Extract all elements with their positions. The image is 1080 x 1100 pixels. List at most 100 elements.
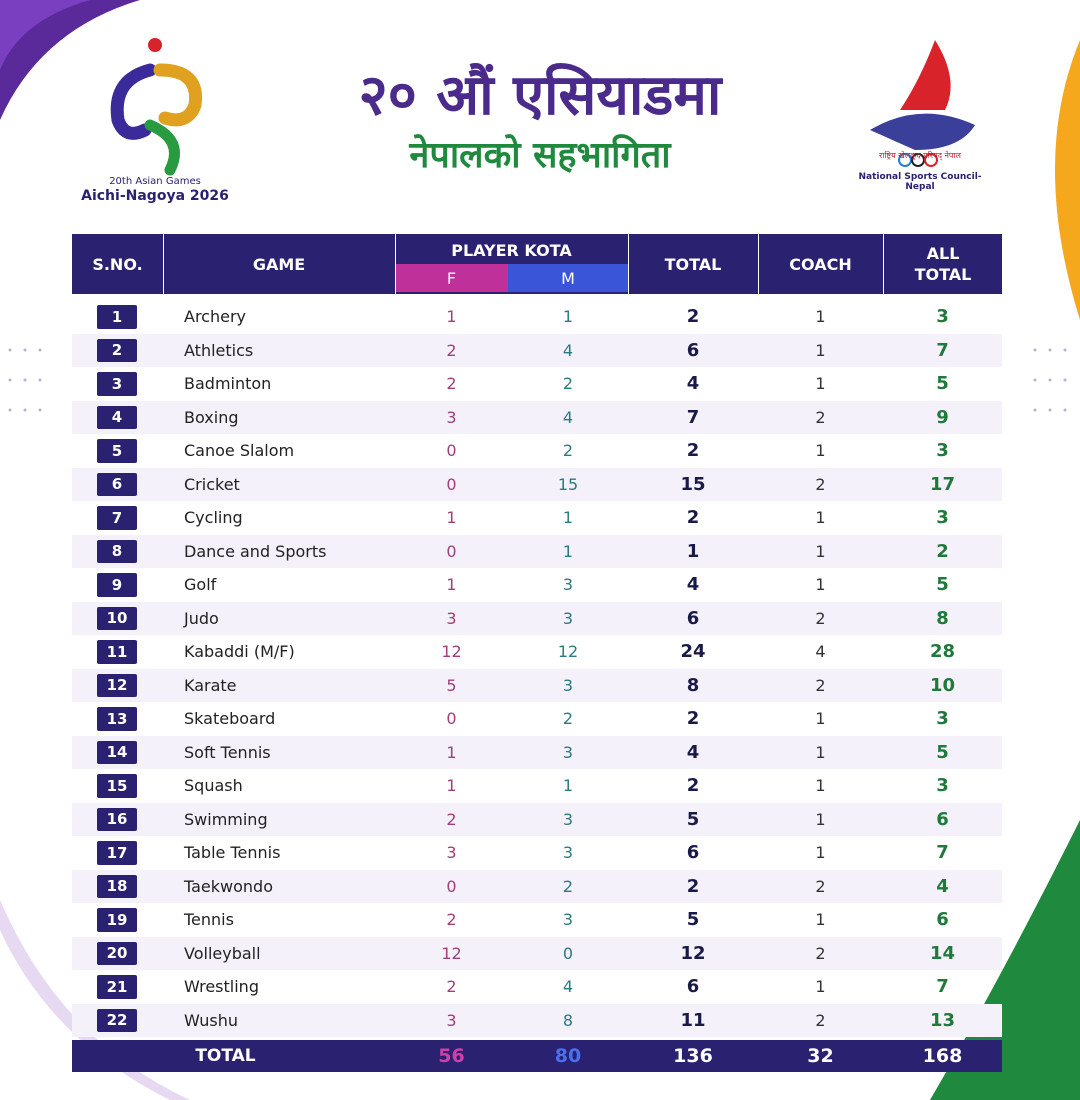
female-count: 1 bbox=[446, 575, 457, 595]
male-count: 2 bbox=[562, 709, 574, 729]
column-header: F bbox=[395, 264, 508, 292]
column-header: COACH bbox=[789, 254, 852, 274]
column-divider bbox=[883, 234, 884, 294]
player-total: 1 bbox=[686, 540, 700, 562]
game-name: Volleyball bbox=[184, 943, 261, 963]
row-stripe bbox=[72, 534, 1002, 568]
column-divider bbox=[163, 234, 164, 294]
player-total: 6 bbox=[686, 339, 700, 361]
footer-coach: 32 bbox=[807, 1045, 834, 1067]
coach-count: 1 bbox=[815, 508, 826, 528]
male-count: 8 bbox=[562, 1010, 574, 1030]
female-count: 3 bbox=[446, 608, 457, 628]
row-stripe bbox=[72, 333, 1002, 367]
all-total: 3 bbox=[936, 775, 949, 797]
male-count: 3 bbox=[562, 608, 574, 628]
female-count: 0 bbox=[446, 876, 457, 896]
game-name: Boxing bbox=[184, 407, 239, 427]
all-total: 5 bbox=[936, 741, 949, 763]
game-name: Cricket bbox=[184, 474, 240, 494]
row-number: 1 bbox=[97, 305, 137, 329]
row-number: 8 bbox=[97, 539, 137, 563]
coach-count: 1 bbox=[815, 374, 826, 394]
coach-count: 1 bbox=[815, 307, 826, 327]
player-total: 12 bbox=[680, 942, 706, 964]
player-total: 4 bbox=[686, 741, 700, 763]
column-header: PLAYER KOTA bbox=[451, 240, 572, 260]
all-total: 7 bbox=[936, 842, 949, 864]
logo-arc-text: राष्ट्रिय खेलकुद परिषद् नेपाल bbox=[879, 151, 961, 160]
column-header: GAME bbox=[252, 254, 306, 274]
row-stripe bbox=[72, 802, 1002, 836]
row-number: 9 bbox=[97, 573, 137, 597]
row-stripe bbox=[72, 869, 1002, 903]
coach-count: 2 bbox=[815, 407, 826, 427]
player-total: 4 bbox=[686, 574, 700, 596]
game-name: Badminton bbox=[184, 374, 272, 394]
male-count: 15 bbox=[557, 474, 579, 494]
row-stripe bbox=[72, 735, 1002, 769]
player-total: 7 bbox=[686, 406, 700, 428]
coach-count: 1 bbox=[815, 977, 826, 997]
female-count: 1 bbox=[446, 508, 457, 528]
male-count: 1 bbox=[562, 307, 574, 327]
coach-count: 2 bbox=[815, 1010, 826, 1030]
all-total: 5 bbox=[936, 574, 949, 596]
female-count: 12 bbox=[441, 943, 462, 963]
game-name: Athletics bbox=[184, 340, 254, 360]
male-count: 3 bbox=[562, 575, 574, 595]
game-name: Wrestling bbox=[184, 977, 259, 997]
coach-count: 2 bbox=[815, 675, 826, 695]
game-name: Skateboard bbox=[184, 709, 276, 729]
row-number: 12 bbox=[97, 673, 137, 697]
row-number: 15 bbox=[97, 774, 137, 798]
row-number: 22 bbox=[97, 1008, 137, 1032]
female-count: 0 bbox=[446, 441, 457, 461]
female-count: 3 bbox=[446, 1010, 457, 1030]
game-name: Soft Tennis bbox=[184, 742, 271, 762]
game-name: Swimming bbox=[184, 809, 268, 829]
all-total: 10 bbox=[929, 674, 956, 696]
row-stripe bbox=[72, 400, 1002, 434]
row-stripe bbox=[72, 668, 1002, 702]
column-header: ALL TOTAL bbox=[914, 244, 972, 284]
male-count: 2 bbox=[562, 441, 574, 461]
all-total: 13 bbox=[929, 1009, 956, 1031]
row-number: 7 bbox=[97, 506, 137, 530]
coach-count: 1 bbox=[815, 541, 826, 561]
player-total: 5 bbox=[686, 808, 700, 830]
female-count: 3 bbox=[446, 843, 457, 863]
female-count: 1 bbox=[446, 742, 457, 762]
game-name: Dance and Sports bbox=[184, 541, 327, 561]
female-count: 2 bbox=[446, 374, 457, 394]
coach-count: 1 bbox=[815, 441, 826, 461]
male-count: 3 bbox=[562, 910, 574, 930]
female-count: 0 bbox=[446, 709, 457, 729]
player-total: 2 bbox=[686, 875, 700, 897]
game-name: Golf bbox=[184, 575, 217, 595]
male-count: 3 bbox=[562, 675, 574, 695]
female-count: 2 bbox=[446, 910, 457, 930]
footer-male: 80 bbox=[554, 1045, 582, 1067]
footer-bar bbox=[72, 1040, 1002, 1072]
all-total: 9 bbox=[936, 406, 949, 428]
row-number: 5 bbox=[97, 439, 137, 463]
player-total: 8 bbox=[686, 674, 700, 696]
game-name: Cycling bbox=[184, 508, 243, 528]
row-stripe bbox=[72, 936, 1002, 970]
all-total: 5 bbox=[936, 373, 949, 395]
all-total: 3 bbox=[936, 440, 949, 462]
all-total: 17 bbox=[929, 473, 956, 495]
logo-line: 20th Asian Games bbox=[109, 176, 201, 187]
male-count: 4 bbox=[562, 977, 574, 997]
coach-count: 1 bbox=[815, 742, 826, 762]
game-name: Taekwondo bbox=[184, 876, 273, 896]
female-count: 5 bbox=[446, 675, 457, 695]
row-number: 18 bbox=[97, 874, 137, 898]
row-number: 16 bbox=[97, 807, 137, 831]
all-total: 3 bbox=[936, 306, 949, 328]
row-number: 3 bbox=[97, 372, 137, 396]
player-total: 6 bbox=[686, 976, 700, 998]
